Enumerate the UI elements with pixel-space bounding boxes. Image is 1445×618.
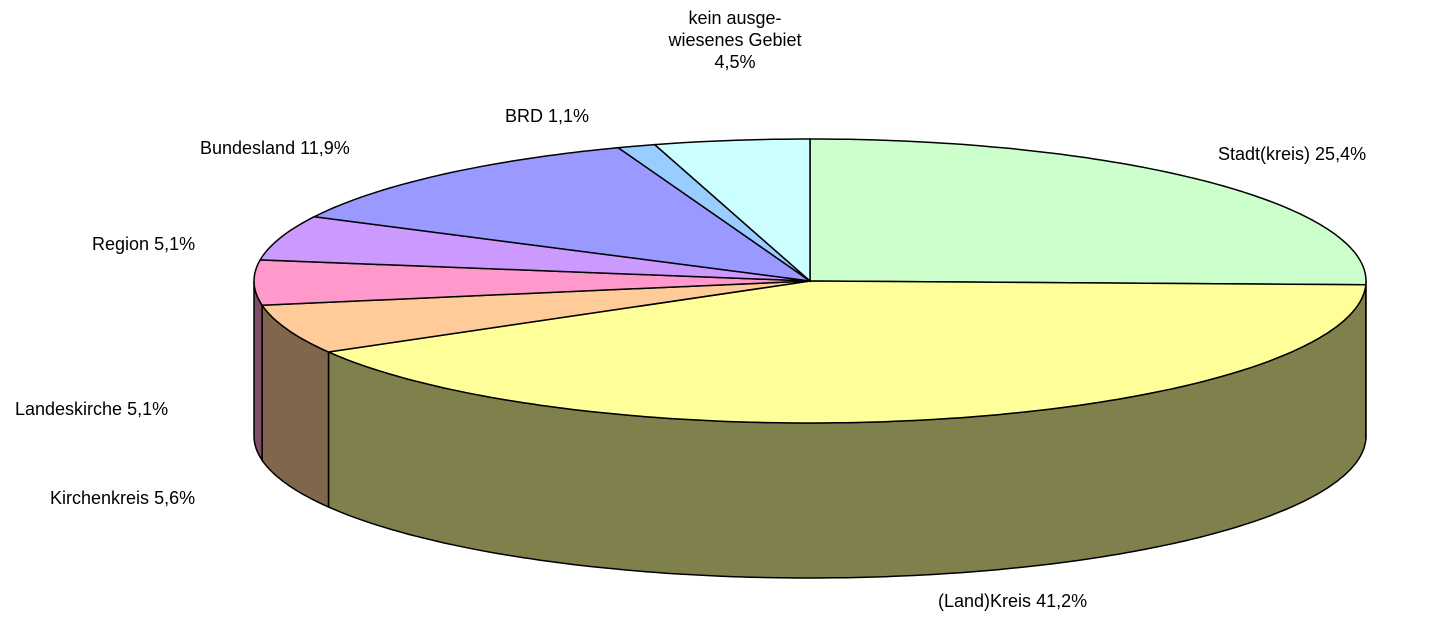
slice [260, 280, 811, 353]
slice [652, 138, 811, 283]
category-name: Region [92, 234, 150, 254]
data-label: Kirchenkreis 5,6% [50, 487, 195, 509]
slice-side [253, 280, 263, 463]
slice [253, 259, 811, 306]
value-label: 41,2% [1036, 591, 1088, 611]
data-label: kein ausge- wiesenes Gebiet 4,5% [665, 7, 805, 73]
category-name: Bundesland [200, 138, 296, 158]
data-label: Bundesland 11,9% [200, 137, 350, 159]
value-label: 1,1% [548, 106, 590, 126]
category-name: BRD [505, 106, 544, 126]
data-label: BRD 1,1% [505, 105, 589, 127]
slice [809, 138, 1367, 286]
data-label: Stadt(kreis) 25,4% [1218, 143, 1366, 165]
slice [311, 146, 811, 282]
value-label: 25,4% [1315, 144, 1367, 164]
value-label: 11,9% [300, 138, 350, 158]
data-label: Landeskirche 5,1% [15, 398, 168, 420]
category-name: Landeskirche [15, 399, 123, 419]
value-label: 4,5% [714, 52, 756, 72]
data-label: (Land)Kreis 41,2% [938, 590, 1087, 612]
category-name: Kirchenkreis [50, 488, 150, 508]
category-name: Stadt(kreis) [1218, 144, 1311, 164]
value-label: 5,6% [154, 488, 196, 508]
category-name: kein ausge- wiesenes Gebiet [668, 8, 802, 50]
category-name: (Land)Kreis [938, 591, 1032, 611]
value-label: 5,1% [154, 234, 196, 254]
value-label: 5,1% [127, 399, 169, 419]
data-label: Region 5,1% [92, 233, 195, 255]
slice [258, 215, 811, 282]
slice [325, 280, 1367, 424]
